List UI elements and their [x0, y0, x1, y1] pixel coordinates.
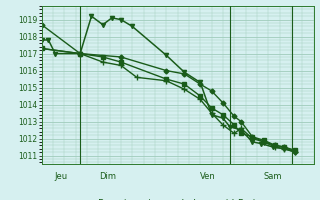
Text: Jeu: Jeu: [54, 172, 67, 181]
Text: Dim: Dim: [100, 172, 116, 181]
Text: Pression niveau de la mer( hPa ): Pression niveau de la mer( hPa ): [99, 199, 257, 200]
Text: Ven: Ven: [200, 172, 216, 181]
Text: Sam: Sam: [264, 172, 282, 181]
